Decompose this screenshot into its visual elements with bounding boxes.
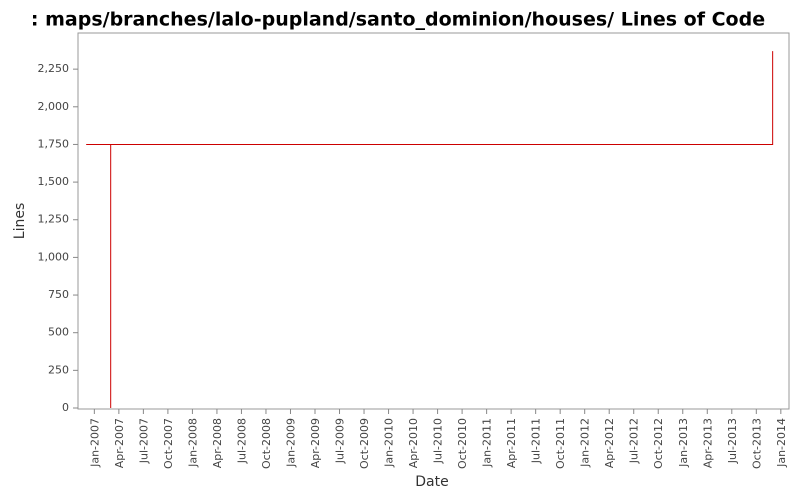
- x-tick-label: Oct-2009: [358, 418, 371, 469]
- x-tick-label: Jul-2009: [334, 418, 347, 464]
- y-tick-label: 1,000: [38, 250, 70, 263]
- y-tick-label: 0: [62, 401, 69, 414]
- y-tick-label: 1,500: [38, 175, 70, 188]
- y-tick-label: 2,250: [38, 62, 70, 75]
- y-tick-label: 250: [48, 363, 69, 376]
- y-tick-label: 1,250: [38, 213, 70, 226]
- x-tick-label: Apr-2012: [603, 418, 616, 468]
- chart-title: : maps/branches/lalo-pupland/santo_domin…: [31, 9, 765, 31]
- x-axis-label: Date: [415, 474, 448, 490]
- x-tick-label: Jan-2008: [186, 418, 199, 468]
- x-tick-label: Apr-2008: [211, 418, 224, 468]
- x-tick-label: Jul-2012: [628, 418, 641, 464]
- y-tick-label: 750: [48, 288, 69, 301]
- x-tick-label: Jan-2011: [481, 418, 494, 468]
- y-axis-label: Lines: [12, 203, 28, 239]
- y-tick-label: 1,750: [38, 137, 70, 150]
- plot-area: [77, 32, 790, 410]
- x-tick-label: Jul-2010: [432, 418, 445, 464]
- x-tick-label: Jul-2008: [235, 418, 248, 464]
- x-tick-label: Apr-2011: [505, 418, 518, 468]
- x-tick-label: Jan-2009: [284, 418, 297, 468]
- x-tick-label: Oct-2011: [554, 418, 567, 469]
- x-tick-label: Apr-2009: [309, 418, 322, 468]
- x-tick-label: Jan-2013: [677, 418, 690, 468]
- x-tick-label: Jan-2014: [775, 418, 788, 468]
- x-tick-label: Jan-2007: [88, 418, 101, 468]
- x-tick-label: Oct-2013: [750, 418, 763, 469]
- x-tick-label: Oct-2007: [162, 418, 175, 469]
- x-tick-label: Jul-2007: [137, 418, 150, 464]
- x-tick-label: Jan-2012: [579, 418, 592, 468]
- x-tick-label: Oct-2008: [260, 418, 273, 469]
- y-tick-label: 2,000: [38, 100, 70, 113]
- x-tick-label: Apr-2007: [113, 418, 126, 468]
- x-tick-label: Apr-2013: [701, 418, 714, 468]
- x-tick-label: Jan-2010: [383, 418, 396, 468]
- x-tick-label: Jul-2011: [530, 418, 543, 464]
- x-tick-label: Oct-2010: [456, 418, 469, 469]
- x-tick-label: Jul-2013: [726, 418, 739, 464]
- x-tick-label: Oct-2012: [652, 418, 665, 469]
- y-tick-label: 500: [48, 326, 69, 339]
- x-tick-label: Apr-2010: [407, 418, 420, 468]
- data-line: [86, 51, 774, 408]
